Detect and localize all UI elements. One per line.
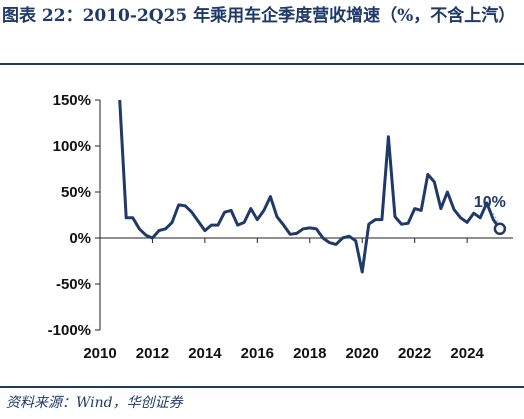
x-tick-label: 2012 <box>136 345 169 362</box>
x-tick-label: 2010 <box>83 345 116 362</box>
x-tick-label: 2016 <box>241 345 274 362</box>
x-tick-label: 2022 <box>398 345 431 362</box>
y-tick-label: 100% <box>53 138 91 155</box>
chart-title: 图表 22：2010-2Q25 年乘用车企季度营收增速（%，不含上汽） <box>2 6 516 26</box>
x-tick-label: 2018 <box>293 345 326 362</box>
top-divider <box>0 63 524 65</box>
bottom-divider <box>0 386 524 388</box>
line-chart: 150% 100% 50% 0% -50% -100% 2010 2012 2014 2016 20… <box>48 92 513 362</box>
series-line <box>118 99 502 274</box>
y-tick-label: -50% <box>56 276 91 293</box>
x-tick-label: 2024 <box>450 345 484 362</box>
annotation-label: 10% <box>474 194 506 211</box>
x-tick-label: 2020 <box>346 345 379 362</box>
x-tick-label: 2014 <box>188 345 222 362</box>
y-tick-label: 0% <box>69 230 91 247</box>
y-tick-label: -100% <box>48 322 91 339</box>
source-note: 资料来源：Wind，华创证券 <box>6 395 183 411</box>
y-tick-label: 50% <box>61 184 91 201</box>
y-tick-label: 150% <box>53 92 91 109</box>
last-point-marker <box>493 222 507 236</box>
